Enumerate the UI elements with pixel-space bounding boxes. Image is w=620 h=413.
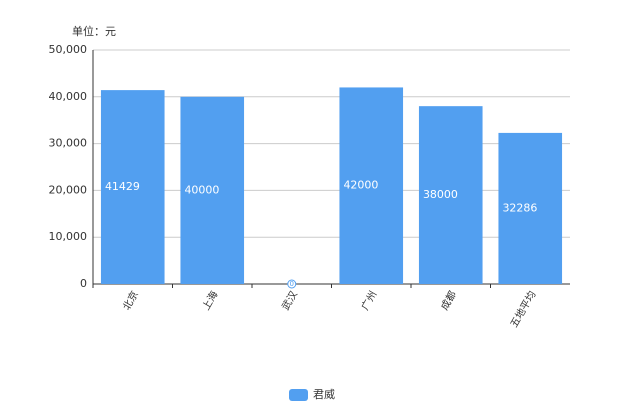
bar	[339, 87, 404, 284]
x-tick-label: 上海	[199, 289, 220, 313]
bar	[498, 132, 563, 284]
y-tick-label: 30,000	[49, 137, 88, 150]
value-label-marker	[287, 279, 297, 289]
value-label: 41429	[105, 180, 140, 193]
x-tick-label: 武汉	[279, 289, 300, 313]
value-label: 38000	[423, 188, 458, 201]
value-label: 0	[290, 280, 294, 288]
bar	[180, 96, 245, 284]
value-label: 42000	[343, 179, 378, 192]
legend-swatch	[289, 389, 308, 401]
legend-label: 君威	[313, 388, 335, 401]
y-tick-label: 20,000	[49, 183, 88, 196]
y-tick-label: 50,000	[49, 43, 88, 56]
x-tick-label: 成都	[439, 289, 459, 312]
bar	[418, 106, 483, 284]
x-tick-label: 广州	[359, 289, 379, 312]
y-tick-label: 0	[80, 277, 87, 290]
bar	[100, 90, 165, 285]
x-tick-label: 北京	[120, 289, 141, 313]
y-tick-label: 40,000	[49, 90, 88, 103]
unit-label: 单位：元	[72, 24, 116, 38]
value-label: 40000	[184, 183, 219, 196]
y-tick-label: 10,000	[49, 230, 88, 243]
value-label: 32286	[502, 201, 537, 214]
x-tick-label: 五地平均	[507, 289, 538, 330]
